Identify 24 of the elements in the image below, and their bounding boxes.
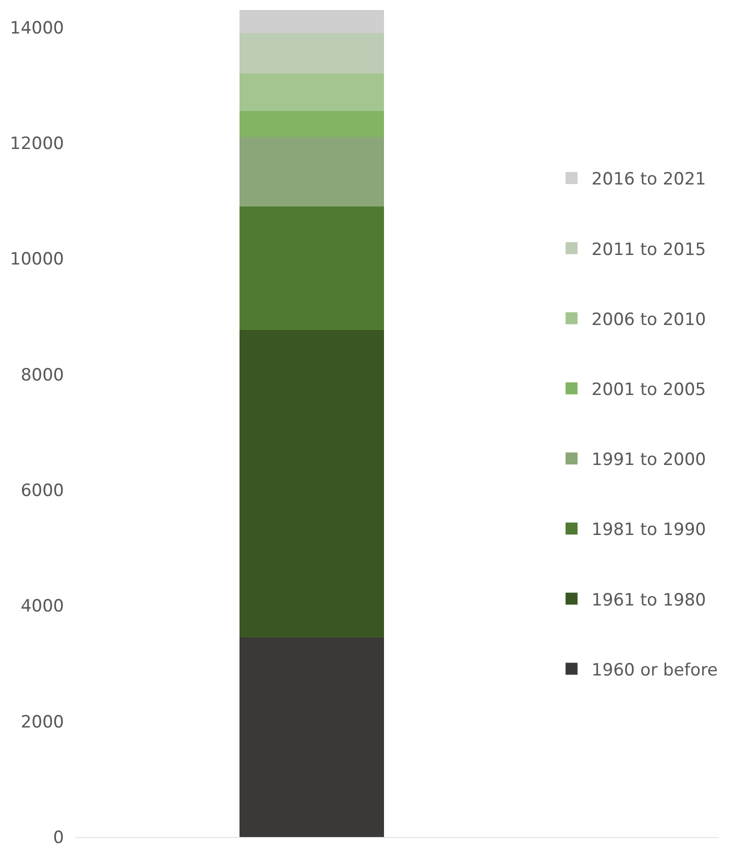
legend-label: 1960 or before bbox=[592, 660, 718, 680]
y-tick-label: 6000 bbox=[20, 480, 64, 501]
y-tick-label: 8000 bbox=[20, 365, 64, 386]
legend-label: 2006 to 2010 bbox=[592, 310, 706, 330]
y-tick-label: 4000 bbox=[20, 596, 64, 617]
bar bbox=[239, 206, 384, 330]
legend-label: 1981 to 1990 bbox=[592, 520, 706, 540]
y-tick-label: 14000 bbox=[10, 18, 64, 38]
legend-label: 2011 to 2015 bbox=[592, 240, 706, 260]
legend-label: 2001 to 2005 bbox=[592, 380, 706, 400]
legend-label: 1961 to 1980 bbox=[592, 590, 706, 610]
bar bbox=[239, 137, 384, 207]
bar bbox=[239, 637, 384, 837]
y-tick-label: 2000 bbox=[20, 712, 64, 732]
bar bbox=[239, 74, 384, 112]
bar bbox=[239, 330, 384, 638]
bar bbox=[239, 111, 384, 138]
bar bbox=[239, 33, 384, 74]
bar bbox=[239, 10, 384, 34]
y-tick-label: 10000 bbox=[10, 250, 64, 270]
y-tick-label: 12000 bbox=[10, 134, 64, 154]
y-tick-label: 0 bbox=[53, 828, 64, 848]
legend-label: 2016 to 2021 bbox=[592, 170, 706, 190]
legend-label: 1991 to 2000 bbox=[592, 450, 706, 470]
